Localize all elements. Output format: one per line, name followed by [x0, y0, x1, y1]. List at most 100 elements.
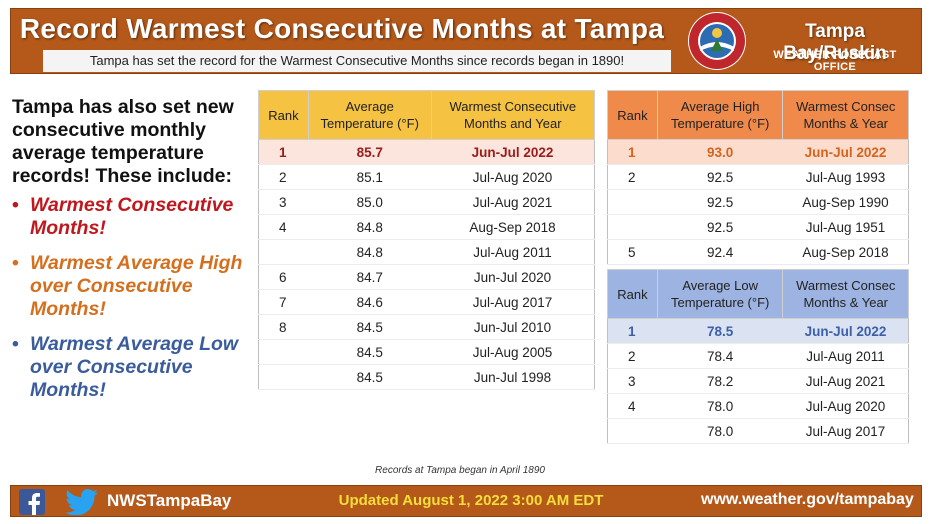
temperature-cell: 84.5	[308, 314, 432, 340]
rank-cell: 4	[607, 393, 658, 419]
rank-cell: 5	[607, 239, 658, 265]
rank-cell: 2	[607, 164, 658, 190]
months-cell: Jul-Aug 1951	[782, 214, 909, 240]
months-cell: Jun-Jul 2010	[431, 314, 595, 340]
rank-cell: 8	[258, 314, 309, 340]
rank-cell	[258, 364, 309, 390]
rank-cell	[607, 418, 658, 444]
temperature-cell: 78.4	[657, 343, 783, 369]
months-cell: Jul-Aug 2011	[431, 239, 595, 265]
temperature-cell: 84.6	[308, 289, 432, 315]
average-low-table: Rank Average Low Temperature (°F) Warmest …	[607, 269, 909, 444]
average-temperature-table: Rank Average Temperature (°F) Warmest Cons…	[258, 90, 596, 390]
bullet-text: Warmest Average Low over Consecutive Mon…	[30, 333, 239, 401]
column-header-rank: Rank	[258, 90, 309, 140]
bullet-warmest-high: • Warmest Average High over Consecutive M…	[12, 252, 252, 321]
rank-cell: 6	[258, 264, 309, 290]
months-cell: Jun-Jul 2020	[431, 264, 595, 290]
rank-cell	[607, 214, 658, 240]
header-banner: Record Warmest Consecutive Months at Tam…	[10, 8, 922, 74]
months-cell: Jul-Aug 2011	[782, 343, 909, 369]
table-header-row: Rank Average High Temperature (°F) Warmest…	[607, 90, 909, 140]
rank-cell: 4	[258, 214, 309, 240]
temperature-cell: 84.8	[308, 239, 432, 265]
office-subtitle: WEATHER FORECAST OFFICE	[773, 49, 897, 73]
table-row: 7 84.6 Jul-Aug 2017	[258, 289, 595, 315]
temperature-cell: 92.4	[657, 239, 783, 265]
temperature-cell: 84.5	[308, 339, 432, 365]
temperature-cell: 92.5	[657, 189, 783, 215]
table-row: 1 85.7 Jun-Jul 2022	[258, 139, 595, 165]
temperature-cell: 92.5	[657, 164, 783, 190]
record-bullet-list: • Warmest Consecutive Months! • Warmest Av…	[12, 194, 252, 414]
months-cell: Jul-Aug 2005	[431, 339, 595, 365]
months-cell: Jul-Aug 2020	[431, 164, 595, 190]
temperature-cell: 84.8	[308, 214, 432, 240]
months-cell: Jun-Jul 2022	[782, 139, 909, 165]
temperature-cell: 84.5	[308, 364, 432, 390]
temperature-cell: 78.0	[657, 418, 783, 444]
column-header-months: Warmest Consec Months & Year	[782, 90, 909, 140]
rank-cell	[607, 189, 658, 215]
column-header-months: Warmest Consecutive Months and Year	[430, 90, 596, 140]
table-row: 2 78.4 Jul-Aug 2011	[607, 343, 909, 369]
nws-logo	[688, 12, 746, 70]
temperature-cell: 85.1	[308, 164, 432, 190]
page-subtitle: Tampa has set the record for the Warmest…	[43, 50, 671, 72]
table-row: 8 84.5 Jun-Jul 2010	[258, 314, 595, 340]
column-header-months: Warmest Consec Months & Year	[782, 269, 909, 319]
table-row: 92.5 Jul-Aug 1951	[607, 214, 909, 240]
bullet-dot: •	[12, 194, 19, 216]
bullet-warmest-low: • Warmest Average Low over Consecutive Mo…	[12, 333, 252, 402]
temperature-cell: 92.5	[657, 214, 783, 240]
table-row: 1 78.5 Jun-Jul 2022	[607, 318, 909, 344]
column-header-temperature: Average Temperature (°F)	[307, 90, 432, 140]
page-title: Record Warmest Consecutive Months at Tam…	[19, 13, 665, 44]
rank-cell: 2	[258, 164, 309, 190]
column-header-temperature: Average Low Temperature (°F)	[656, 269, 784, 319]
table-row: 3 78.2 Jul-Aug 2021	[607, 368, 909, 394]
months-cell: Jul-Aug 2017	[431, 289, 595, 315]
months-cell: Jul-Aug 1993	[782, 164, 909, 190]
table-row: 6 84.7 Jun-Jul 2020	[258, 264, 595, 290]
table-row: 92.5 Aug-Sep 1990	[607, 189, 909, 215]
rank-cell: 1	[607, 139, 658, 165]
bullet-dot: •	[12, 333, 19, 355]
months-cell: Aug-Sep 1990	[782, 189, 909, 215]
months-cell: Aug-Sep 2018	[782, 239, 909, 265]
table-row: 4 84.8 Aug-Sep 2018	[258, 214, 595, 240]
rank-cell	[258, 239, 309, 265]
rank-cell: 1	[607, 318, 658, 344]
facebook-icon[interactable]	[19, 489, 45, 515]
table-row: 1 93.0 Jun-Jul 2022	[607, 139, 909, 165]
temperature-cell: 78.2	[657, 368, 783, 394]
website-link[interactable]: www.weather.gov/tampabay	[701, 491, 914, 508]
months-cell: Jul-Aug 2021	[782, 368, 909, 394]
months-cell: Jun-Jul 1998	[431, 364, 595, 390]
rank-cell: 3	[258, 189, 309, 215]
table-row: 2 85.1 Jul-Aug 2020	[258, 164, 595, 190]
bullet-text: Warmest Average High over Consecutive Mo…	[30, 252, 243, 320]
column-header-temperature: Average High Temperature (°F)	[656, 90, 784, 140]
rank-cell: 3	[607, 368, 658, 394]
temperature-cell: 78.5	[657, 318, 783, 344]
twitter-icon[interactable]	[65, 489, 99, 515]
temperature-cell: 85.7	[308, 139, 432, 165]
table-row: 4 78.0 Jul-Aug 2020	[607, 393, 909, 419]
table-row: 84.8 Jul-Aug 2011	[258, 239, 595, 265]
months-cell: Jul-Aug 2017	[782, 418, 909, 444]
months-cell: Jul-Aug 2020	[782, 393, 909, 419]
column-header-rank: Rank	[607, 90, 658, 140]
column-header-rank: Rank	[607, 269, 658, 319]
temperature-cell: 85.0	[308, 189, 432, 215]
twitter-handle-link[interactable]: NWSTampaBay	[107, 491, 232, 510]
bullet-warmest-months: • Warmest Consecutive Months!	[12, 194, 252, 240]
table-row: 2 92.5 Jul-Aug 1993	[607, 164, 909, 190]
average-high-table: Rank Average High Temperature (°F) Warmest…	[607, 90, 909, 265]
months-cell: Jun-Jul 2022	[431, 139, 595, 165]
rank-cell	[258, 339, 309, 365]
intro-text: Tampa has also set new consecutive month…	[12, 96, 234, 187]
updated-timestamp: Updated August 1, 2022 3:00 AM EDT	[338, 492, 604, 509]
months-cell: Jun-Jul 2022	[782, 318, 909, 344]
rank-cell: 1	[258, 139, 309, 165]
